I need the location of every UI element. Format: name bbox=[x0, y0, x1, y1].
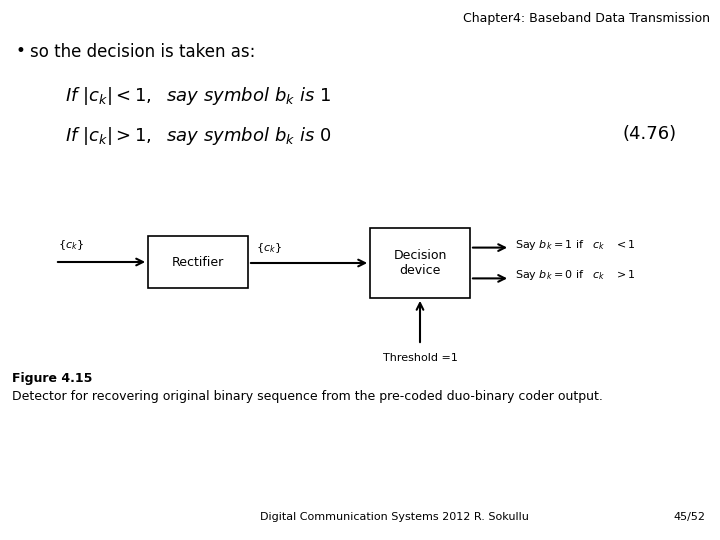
Bar bbox=[370, 228, 470, 298]
Text: Decision
device: Decision device bbox=[393, 249, 446, 277]
Text: so the decision is taken as:: so the decision is taken as: bbox=[30, 43, 256, 61]
Text: $\{ c_k \}$: $\{ c_k \}$ bbox=[256, 241, 282, 255]
Text: $\mathit{If}$ $|c_k| > 1,$  $\mathit{say\ symbol}\ b_k\ \mathit{is}\ 0$: $\mathit{If}$ $|c_k| > 1,$ $\mathit{say\… bbox=[65, 125, 331, 147]
Text: •: • bbox=[15, 42, 25, 60]
Text: Chapter4: Baseband Data Transmission: Chapter4: Baseband Data Transmission bbox=[463, 12, 710, 25]
Text: Digital Communication Systems 2012 R. Sokullu: Digital Communication Systems 2012 R. So… bbox=[260, 512, 529, 522]
Text: Threshold =1: Threshold =1 bbox=[382, 353, 457, 363]
Text: Rectifier: Rectifier bbox=[172, 255, 224, 268]
Text: 45/52: 45/52 bbox=[673, 512, 705, 522]
Text: Figure 4.15: Figure 4.15 bbox=[12, 372, 92, 385]
Text: Detector for recovering original binary sequence from the pre-coded duo-binary c: Detector for recovering original binary … bbox=[12, 390, 603, 403]
Text: Say $b_k = 0$ if   $c_k$   $> 1$: Say $b_k = 0$ if $c_k$ $> 1$ bbox=[515, 268, 636, 282]
Text: Say $b_k = 1$ if   $c_k$   $< 1$: Say $b_k = 1$ if $c_k$ $< 1$ bbox=[515, 238, 636, 252]
Text: $\{c_k\}$: $\{c_k\}$ bbox=[58, 238, 84, 252]
Text: (4.76): (4.76) bbox=[623, 125, 677, 143]
Bar bbox=[148, 236, 248, 288]
Text: $\mathit{If}$ $|c_k| < 1,$  $\mathit{say\ symbol}\ b_k\ \mathit{is}\ 1$: $\mathit{If}$ $|c_k| < 1,$ $\mathit{say\… bbox=[65, 85, 331, 107]
